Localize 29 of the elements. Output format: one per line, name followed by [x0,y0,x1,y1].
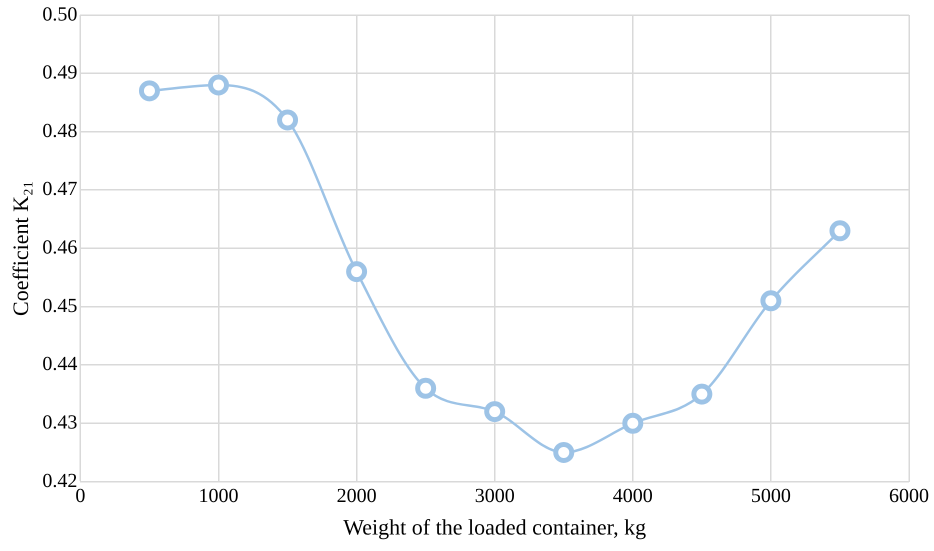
point [760,290,782,312]
y-tick-label: 0.48 [42,120,78,142]
point [622,412,644,434]
x-axis-title: Weight of the loaded container, kg [343,514,646,540]
point [484,401,506,422]
x-tick-label: 5000 [750,484,791,507]
y-tick-label: 0.44 [42,353,78,376]
x-tick-label: 6000 [889,484,929,507]
y-tick-label: 0.47 [42,178,78,200]
y-tick-label: 0.43 [42,412,78,434]
x-tick-label: 4000 [612,484,653,507]
x-tick-label: 1000 [198,484,238,507]
x-tick-label: 0 [75,484,86,507]
point [277,109,298,130]
point [415,378,436,399]
x-tick-label: 2000 [336,484,377,507]
y-tick-label: 0.45 [42,294,78,317]
y-tick-label: 0.42 [42,470,78,492]
point [829,220,850,242]
y-tick-label: 0.46 [42,236,78,259]
x-tick-label: 3000 [474,484,515,507]
point [208,74,229,96]
y-axis-title: Coefficient K₂₁ [8,180,33,316]
point [691,384,712,405]
point [346,261,368,282]
point [553,442,574,463]
y-tick-label: 0.49 [42,62,78,84]
point [138,80,160,102]
y-tick-label: 0.50 [42,3,78,26]
